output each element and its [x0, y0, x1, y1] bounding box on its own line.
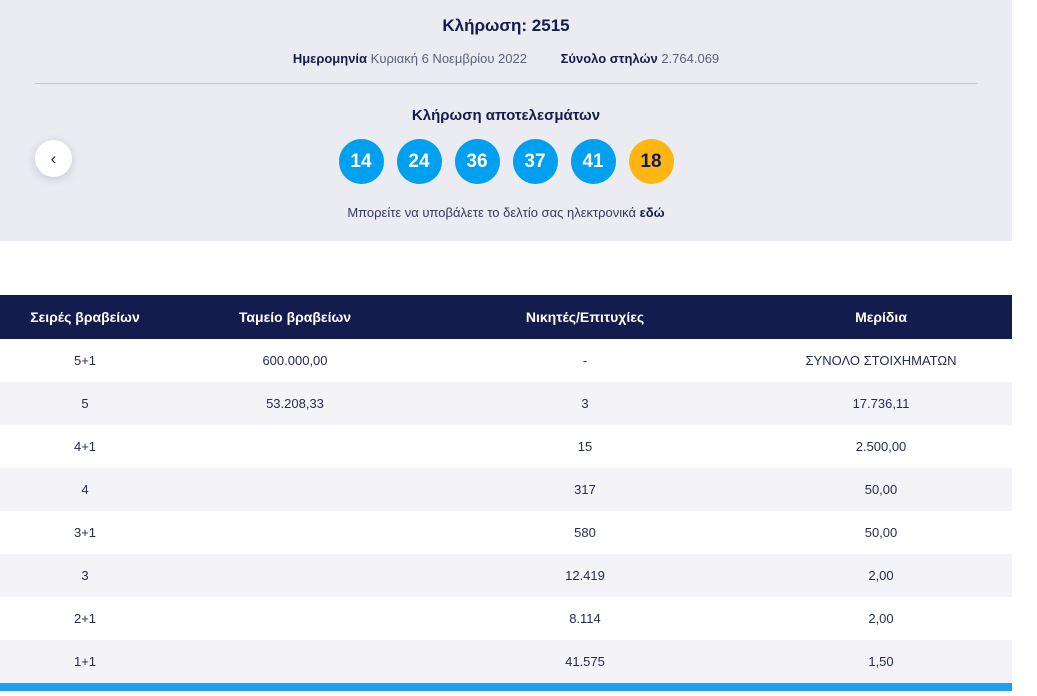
- column-header: Νικητές/Επιτυχίες: [420, 295, 750, 339]
- divider: [35, 83, 977, 84]
- draw-meta: Ημερομηνία Κυριακή 6 Νοεμβρίου 2022 Σύνο…: [0, 51, 1012, 66]
- table-cell: -: [582, 353, 588, 368]
- column-header: Ταμείο βραβείων: [170, 295, 420, 339]
- table-row: 2+1 8.114 2,00: [0, 597, 1012, 640]
- table-cell: 600.000,00: [262, 353, 328, 368]
- table-row: 3+1 580 50,00: [0, 511, 1012, 554]
- joker-ball: 18: [628, 139, 674, 184]
- submit-hint-text: Μπορείτε να υποβάλετε το δελτίο σας ηλεκ…: [347, 205, 636, 220]
- draw-date: Ημερομηνία Κυριακή 6 Νοεμβρίου 2022: [293, 51, 531, 66]
- table-cell: [170, 640, 420, 683]
- results-heading: Κλήρωση αποτελεσμάτων: [411, 107, 601, 124]
- columns-label: Σύνολο στηλών: [560, 51, 658, 66]
- table-cell: 50,00: [864, 525, 898, 540]
- section-gap: [0, 241, 1012, 295]
- table-cell: 41.575: [565, 654, 605, 669]
- date-label: Ημερομηνία: [292, 51, 368, 66]
- table-cell: 317: [574, 482, 596, 497]
- table-cell: 2,00: [868, 568, 894, 583]
- submit-hint: Μπορείτε να υποβάλετε το δελτίο σας ηλεκ…: [0, 205, 1012, 220]
- table-cell: 5: [81, 396, 89, 411]
- table-cell: 2.500,00: [855, 439, 907, 454]
- submit-link[interactable]: εδώ: [639, 205, 665, 220]
- table-cell: 53.208,33: [266, 396, 324, 411]
- number-ball: 41: [570, 139, 616, 184]
- table-row: 4 317 50,00: [0, 468, 1012, 511]
- number-ball: 14: [338, 139, 384, 184]
- table-cell: 2+1: [73, 611, 97, 626]
- table-cell: 8.114: [569, 611, 601, 626]
- columns-value: 2.764.069: [661, 51, 720, 66]
- total-columns: Σύνολο στηλών 2.764.069: [561, 51, 720, 66]
- table-cell: 1+1: [73, 654, 97, 669]
- column-header: Σειρές βραβείων: [0, 295, 170, 339]
- table-row: 3 12.419 2,00: [0, 554, 1012, 597]
- table-cell: 1,50: [868, 654, 894, 669]
- number-ball: 36: [454, 139, 500, 184]
- table-cell: [170, 468, 420, 511]
- table-row: 1+1 41.575 1,50: [0, 640, 1012, 683]
- bottom-accent-bar: [0, 683, 1012, 691]
- table-cell: 15: [577, 439, 593, 454]
- table-body: 5+1 600.000,00 - ΣΥΝΟΛΟ ΣΤΟΙΧΗΜΑΤΩΝ 5 53.208,…: [0, 339, 1012, 683]
- table-cell: [170, 425, 420, 468]
- table-cell: 2,00: [868, 611, 894, 626]
- table-cell: [170, 597, 420, 640]
- table-cell: 3: [581, 396, 589, 411]
- number-ball: 37: [512, 139, 558, 184]
- table-row: 5 53.208,33 3 17.736,11: [0, 382, 1012, 425]
- draw-title: Κλήρωση: 2515: [442, 16, 570, 35]
- chevron-left-icon: ‹: [50, 148, 57, 168]
- number-ball: 24: [396, 139, 442, 184]
- table-cell: 5+1: [73, 353, 97, 368]
- table-row: 4+1 15 2.500,00: [0, 425, 1012, 468]
- prize-table: Σειρές βραβείων Ταμείο βραβείων Νικητές/Επ…: [0, 295, 1012, 683]
- carousel-prev-button[interactable]: ‹: [35, 140, 72, 177]
- table-row: 5+1 600.000,00 - ΣΥΝΟΛΟ ΣΤΟΙΧΗΜΑΤΩΝ: [0, 339, 1012, 382]
- table-header-row: Σειρές βραβείων Ταμείο βραβείων Νικητές/Επ…: [0, 295, 1012, 339]
- column-header: Μερίδια: [750, 295, 1012, 339]
- draw-summary-panel: Κλήρωση: 2515 Ημερομηνία Κυριακή 6 Νοεμβ…: [0, 0, 1012, 241]
- table-cell: 4: [81, 482, 89, 497]
- table-cell: 17.736,11: [852, 396, 910, 411]
- date-value: Κυριακή 6 Νοεμβρίου 2022: [370, 51, 527, 66]
- table-cell: 3+1: [73, 525, 97, 540]
- table-cell: 12.419: [565, 568, 605, 583]
- table-cell: [170, 554, 420, 597]
- table-cell: 50,00: [864, 482, 898, 497]
- table-cell: [170, 511, 420, 554]
- table-cell: ΣΥΝΟΛΟ ΣΤΟΙΧΗΜΑΤΩΝ: [805, 353, 957, 368]
- table-cell: 580: [574, 525, 596, 540]
- winning-numbers: 14 24 36 37 41 18: [0, 139, 1012, 184]
- table-cell: 4+1: [73, 439, 97, 454]
- draw-results-page: Κλήρωση: 2515 Ημερομηνία Κυριακή 6 Νοεμβ…: [0, 0, 1012, 691]
- table-cell: 3: [81, 568, 89, 583]
